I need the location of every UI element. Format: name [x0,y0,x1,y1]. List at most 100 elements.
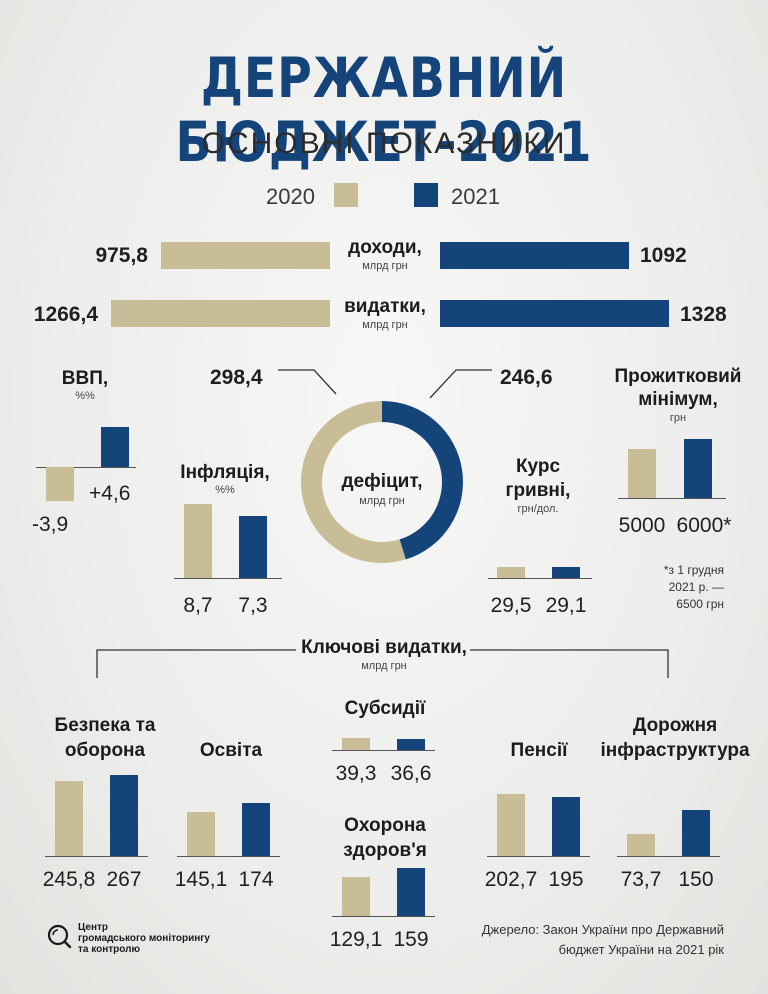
health-bar-2021 [397,867,425,916]
inflation-value-2020: 8,7 [183,594,213,617]
expense-label: видатки, [344,296,426,317]
roads-bar-2020 [627,833,655,856]
exchange-value-2021: 29,1 [545,594,587,617]
category-label-health-line1: Охорона [344,815,426,836]
deficit-chart [278,369,492,563]
gdp-value-2021: +4,6 [89,482,131,505]
roads-value-2020: 73,7 [620,868,662,891]
exchange-title-line2: гривні, [505,480,571,501]
deficit-value-2021: 246,6 [500,366,553,389]
deficit-unit: млрд грн [359,495,405,507]
revenue-label: доходи, [348,237,422,258]
category-label-defense-line2: оборона [64,740,146,761]
expense-unit: млрд грн [362,319,408,331]
page-subtitle: ОСНОВНІ ПОКАЗНИКИ [201,127,567,160]
defense-value-2020: 245,8 [42,868,96,891]
category-label-subsidies: Субсидії [344,698,426,719]
gdp-zero-line [36,467,136,468]
pensions-value-2021: 195 [548,868,584,891]
logo-text-line1: Центр [78,922,109,933]
legend-label-2020: 2020 [266,184,315,209]
exchange-bar-2021 [552,567,580,578]
subsistence-note-line3: 6500 грн [676,597,724,611]
inflation-value-2021: 7,3 [238,594,268,617]
gdp-bar-2020 [46,467,74,501]
expense-bar-2021 [440,300,670,327]
revenue-unit: млрд грн [362,260,408,272]
subsistence-note-line2: 2021 р. — [668,580,724,594]
exchange-value-2020: 29,5 [490,594,532,617]
category-label-health-line2: здоров'я [343,840,427,861]
subsidies-value-2020: 39,3 [335,762,377,785]
source-line1: Джерело: Закон України про Державний [481,922,724,937]
gdp-value-2020: -3,9 [32,513,69,536]
deficit-title: дефіцит, [341,471,423,492]
subsistence-bar-2021 [684,439,712,498]
category-label-roads-line1: Дорожня [632,715,718,736]
defense-bar-2020 [55,781,83,856]
deficit-leader-line-2020 [278,369,337,395]
gdp-bar-2021 [101,426,129,467]
pensions-bar-2021 [552,796,580,856]
source-line2: бюджет України на 2021 рік [558,942,724,957]
subsistence-value-2021: 6000* [676,514,732,537]
inflation-title: Інфляція, [180,462,270,483]
revenue-value-2020: 975,8 [95,244,148,267]
subsistence-bar-2020 [628,449,656,498]
subsistence-baseline [618,498,726,499]
key-expenditures-bracket [96,649,669,678]
logo-icon [47,924,72,949]
roads-baseline [617,856,720,857]
deficit-slice-2021 [382,401,463,560]
subsidies-bar-2021 [397,738,425,750]
roads-bar-2021 [682,810,710,856]
legend-label-2021: 2021 [451,184,500,209]
revenue-bar-2021 [440,242,629,269]
category-label-pensions: Пенсії [510,740,568,761]
inflation-bar-2021 [239,515,267,578]
key-expenditures-title: Ключові видатки, [301,637,467,658]
logo-text-line3: та контролю [78,944,141,955]
source-note: Джерело: Закон України про Державний бюд… [440,920,724,960]
education-value-2021: 174 [238,868,274,891]
category-label-defense-line1: Безпека та [54,715,156,736]
deficit-slice-2020 [301,401,406,563]
gdp-title: ВВП, [61,368,109,389]
roads-value-2021: 150 [678,868,714,891]
inflation-baseline [174,578,282,579]
pensions-bar-2020 [497,794,525,856]
exchange-unit: грн/дол. [517,503,559,515]
subsistence-unit: грн [669,412,687,424]
inflation-bar-2020 [184,504,212,578]
legend-swatch-2021 [414,183,438,207]
health-baseline [332,916,435,917]
defense-baseline [45,856,148,857]
subsidies-value-2021: 36,6 [390,762,432,785]
revenue-bar-2020 [161,242,330,269]
subsistence-title-line1: Прожитковий [614,366,742,387]
expense-bar-2020 [111,300,330,327]
education-bar-2021 [242,802,270,856]
exchange-bar-2020 [497,567,525,578]
subsidies-bar-2020 [342,738,370,750]
subsistence-note-line1: *з 1 грудня [663,563,724,577]
health-value-2020: 129,1 [329,928,383,951]
education-bar-2020 [187,811,215,856]
subsistence-value-2020: 5000 [618,514,666,537]
defense-bar-2021 [110,774,138,856]
key-expenditures-unit: млрд грн [361,660,407,672]
deficit-value-2020: 298,4 [210,366,263,389]
education-baseline [177,856,280,857]
exchange-baseline [488,578,592,579]
gdp-unit: %% [75,390,95,402]
deficit-leader-line-2021 [429,369,492,399]
logo-text-line2: громадського моніторингу [78,933,210,944]
defense-value-2021: 267 [106,868,142,891]
pensions-value-2020: 202,7 [484,868,538,891]
subsistence-title-line2: мінімум, [638,389,718,410]
category-label-roads-line2: інфраструктура [600,740,750,761]
health-value-2021: 159 [393,928,429,951]
legend-swatch-2020 [334,183,358,207]
subsidies-baseline [332,750,435,751]
page-title: ДЕРЖАВНИЙ БЮДЖЕТ-2021 [175,46,593,174]
